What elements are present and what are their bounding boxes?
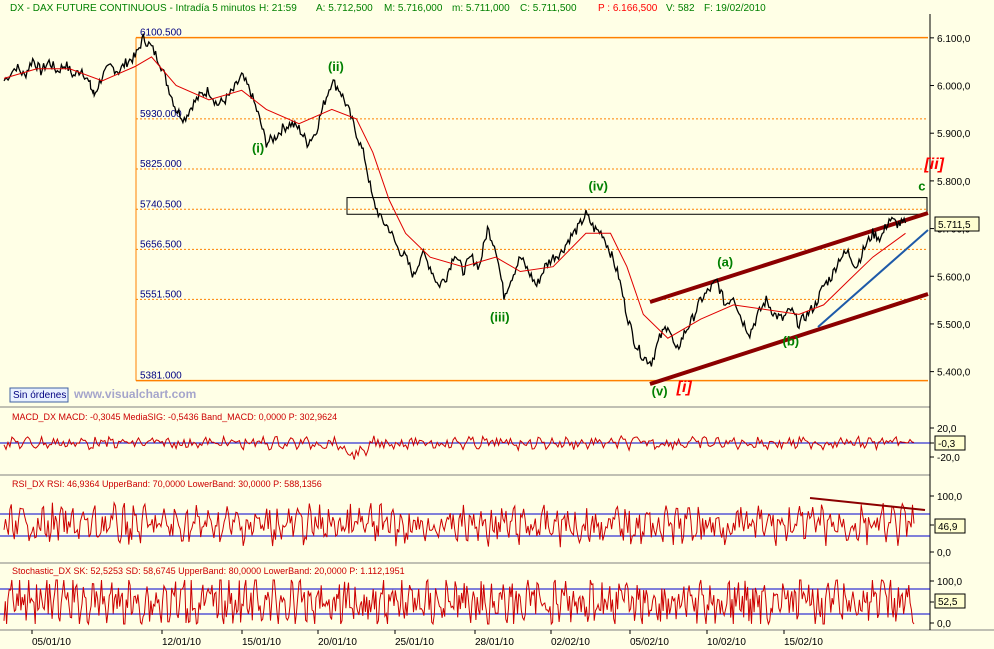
fib-level-label: 5740.500	[140, 199, 182, 210]
wave-label: [i]	[676, 379, 693, 396]
header-close: C: 5.711,500	[520, 3, 577, 14]
wave-label: (i)	[252, 140, 264, 155]
header-symbol: DX - DAX FUTURE CONTINUOUS - Intradía 5 …	[10, 3, 256, 14]
header-time: H: 21:59	[259, 3, 297, 14]
watermark: www.visualchart.com	[73, 387, 196, 401]
header-open: A: 5.712,500	[316, 3, 373, 14]
macd-series-line	[3, 434, 915, 460]
x-tick-label: 20/01/10	[318, 637, 357, 648]
y-tick-label: 100,0	[937, 577, 962, 588]
fib-level-label: 5381.000	[140, 371, 182, 382]
rsi-divergence-line	[809, 497, 926, 511]
rsi-last-label: 46,9	[938, 522, 958, 533]
date-x-axis: 05/01/10 12/01/10 15/01/10 20/01/10 25/01/10…	[31, 630, 823, 648]
panel-frames	[0, 14, 994, 631]
x-tick-label: 05/01/10	[32, 637, 71, 648]
fibonacci-levels: 6100.500 5930.000 5825.000 5740.500 5656.500…	[136, 28, 928, 382]
moving-average-line	[3, 56, 906, 339]
channel-upper-line	[649, 211, 929, 304]
header-date: F: 19/02/2010	[704, 3, 766, 14]
fib-level-label: 5656.500	[140, 239, 182, 250]
x-tick-label: 28/01/10	[475, 637, 514, 648]
stoch-title: Stochastic_DX SK: 52,5253 SD: 58,6745 Up…	[12, 566, 405, 576]
x-tick-label: 02/02/10	[551, 637, 590, 648]
wave-label: (b)	[782, 333, 799, 348]
orders-box[interactable]: Sin órdenes	[9, 387, 69, 403]
x-tick-label: 25/01/10	[395, 637, 434, 648]
y-tick-label: 6.100,0	[937, 34, 971, 45]
x-tick-label: 10/02/10	[707, 637, 746, 648]
fib-level-label: 5551.500	[140, 289, 182, 300]
resistance-zone-box	[346, 197, 928, 215]
x-tick-label: 15/01/10	[242, 637, 281, 648]
y-tick-label: 5.600,0	[937, 272, 971, 283]
fib-level-label: 5930.000	[140, 109, 182, 120]
y-tick-label: 20,0	[937, 424, 957, 435]
rsi-series-line	[3, 500, 915, 548]
y-tick-label: 0,0	[937, 619, 951, 630]
wave-label: (a)	[717, 255, 733, 270]
stoch-last-marker: 52,5	[934, 593, 966, 609]
wave-label: c	[918, 178, 925, 193]
header-high: M: 5.716,000	[384, 3, 443, 14]
y-tick-label: -20,0	[937, 453, 960, 464]
header-prev: P : 6.166,500	[598, 3, 658, 14]
y-tick-label: 5.500,0	[937, 320, 971, 331]
y-tick-label: 100,0	[937, 492, 962, 503]
stoch-last-label: 52,5	[938, 597, 958, 608]
wave-label: [ii]	[923, 156, 944, 173]
header-bar: DX - DAX FUTURE CONTINUOUS - Intradía 5 …	[10, 3, 766, 14]
y-tick-label: 5.900,0	[937, 129, 971, 140]
y-tick-label: 5.400,0	[937, 368, 971, 379]
wave-label: (v)	[652, 384, 668, 399]
trend-line	[817, 229, 929, 328]
price-series-line	[3, 33, 907, 367]
y-tick-label: 6.000,0	[937, 82, 971, 93]
rsi-title: RSI_DX RSI: 46,9364 UpperBand: 70,0000 L…	[12, 479, 322, 489]
x-tick-label: 05/02/10	[630, 637, 669, 648]
macd-title: MACD_DX MACD: -0,3045 MediaSIG: -0,5436 …	[12, 412, 337, 422]
macd-last-marker: -0,3	[934, 435, 966, 451]
x-tick-label: 15/02/10	[784, 637, 823, 648]
fib-level-label: 5825.000	[140, 159, 182, 170]
header-low: m: 5.711,000	[452, 3, 510, 14]
macd-last-label: -0,3	[938, 439, 956, 450]
wave-label: (iii)	[490, 310, 510, 325]
rsi-last-marker: 46,9	[934, 518, 966, 534]
price-channel	[649, 211, 929, 386]
y-tick-label: 5.800,0	[937, 177, 971, 188]
header-volume: V: 582	[666, 3, 695, 14]
last-price-marker: 5.711,5	[934, 216, 980, 232]
stoch-series-line	[3, 578, 915, 626]
fib-level-label: 6100.500	[140, 28, 182, 39]
wave-label: (ii)	[328, 59, 344, 74]
elliott-wave-labels: (i) (ii) (iii) (iv) (v) [i] (a) (b) c [ii]	[252, 59, 945, 398]
orders-label: Sin órdenes	[13, 390, 66, 401]
x-tick-label: 12/01/10	[162, 637, 201, 648]
y-tick-label: 0,0	[937, 548, 951, 559]
channel-lower-line	[649, 292, 929, 386]
wave-label: (iv)	[588, 178, 608, 193]
last-price-label: 5.711,5	[938, 220, 971, 231]
